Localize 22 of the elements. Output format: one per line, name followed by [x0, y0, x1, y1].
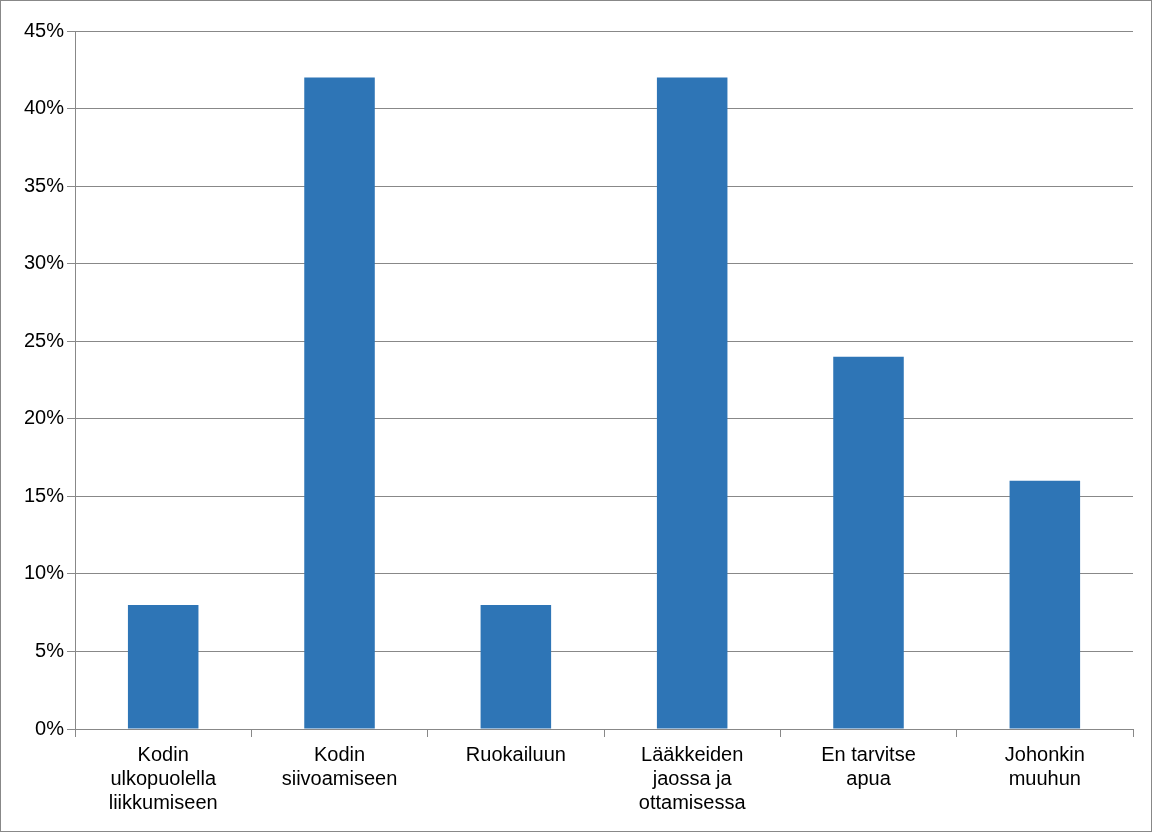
bar: [127, 604, 199, 729]
y-tick-label: 20%: [24, 406, 65, 429]
y-tick-label: 10%: [24, 561, 65, 584]
x-tick-label: Ruokailuun: [465, 742, 566, 765]
bar: [1009, 480, 1081, 729]
y-tick-label: 5%: [35, 638, 65, 661]
x-tick-label: Johonkin muuhun: [1004, 742, 1085, 789]
bar: [833, 356, 904, 729]
bar: [304, 77, 375, 729]
x-tick-label: Kodin siivoamiseen: [281, 742, 398, 789]
y-tick-label: 15%: [24, 483, 65, 506]
bar: [480, 604, 552, 729]
y-tick-label: 40%: [24, 96, 65, 119]
y-tick-label: 45%: [24, 18, 65, 41]
x-tick-label: En tarvitse apua: [821, 742, 916, 789]
y-tick-label: 0%: [35, 716, 65, 739]
x-tick-label: Lääkkeiden jaossa ja ottamisessa: [638, 742, 747, 813]
bar: [656, 77, 728, 729]
y-tick-label: 25%: [24, 328, 65, 351]
y-tick-label: 30%: [24, 251, 65, 274]
x-tick-label: Kodin ulkopuolella liikkumiseen: [108, 742, 218, 813]
y-tick-label: 35%: [24, 173, 65, 196]
